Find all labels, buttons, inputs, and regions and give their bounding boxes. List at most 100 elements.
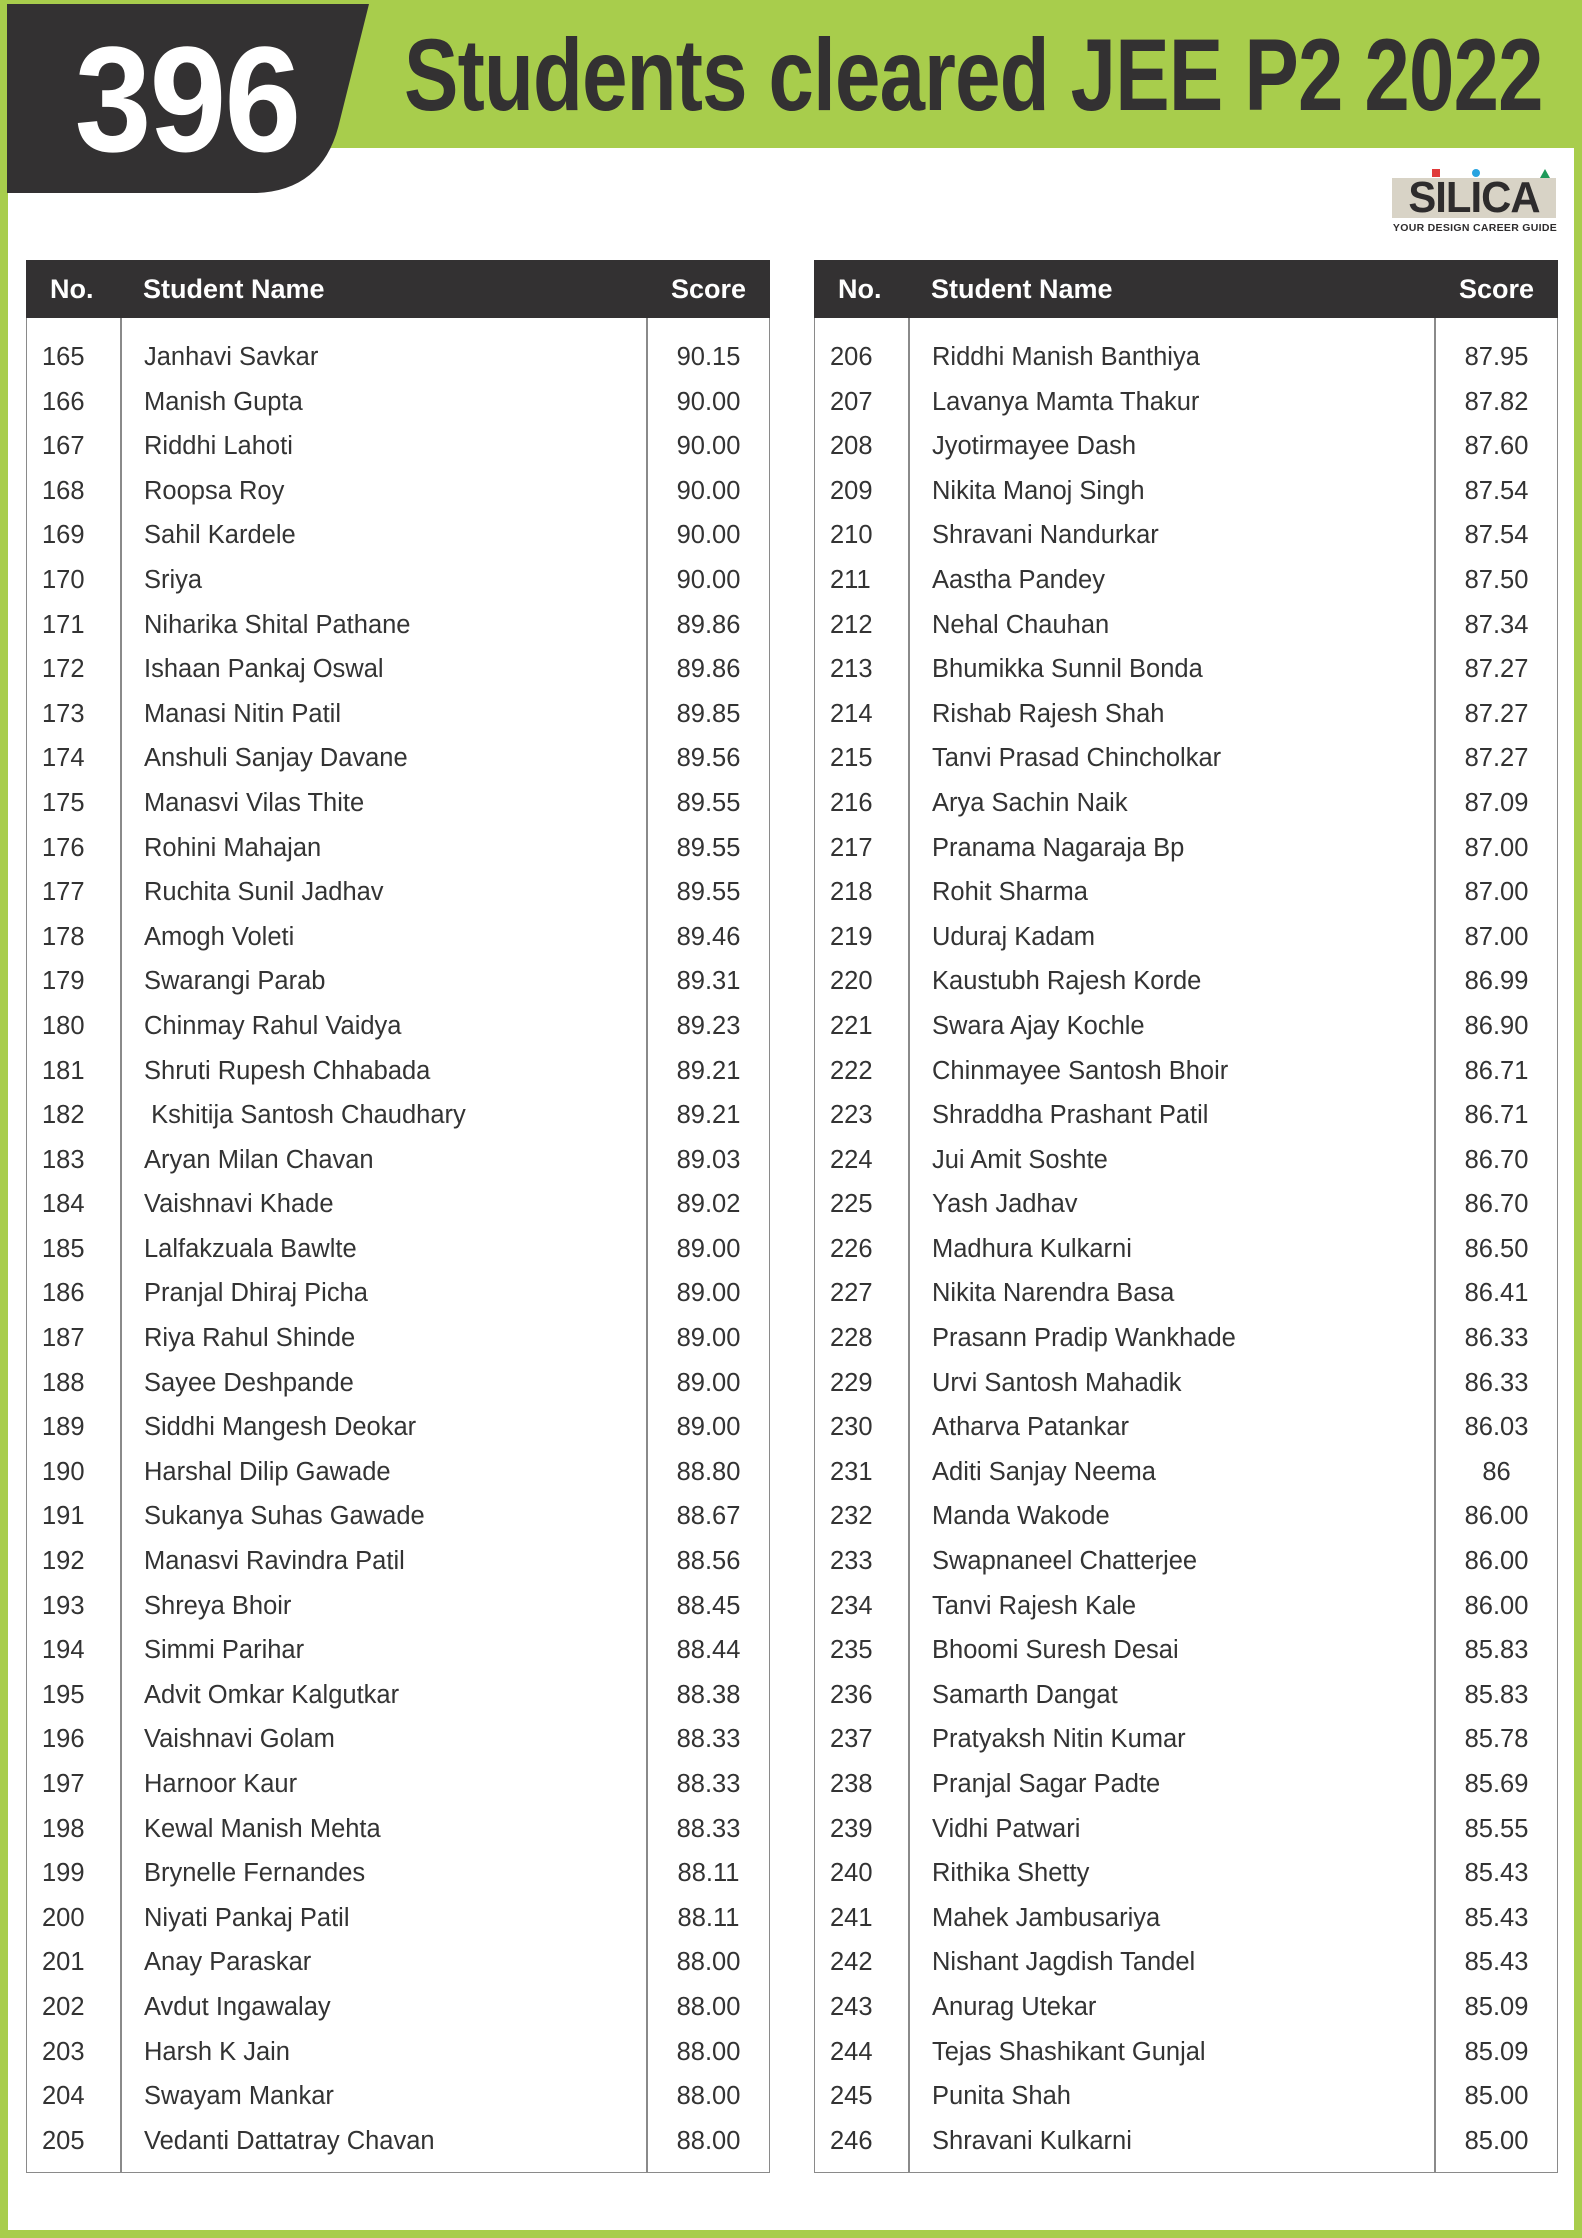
student-name: Rohit Sharma	[932, 878, 1088, 907]
student-score: 88.44	[676, 1636, 741, 1665]
table-row: 215 Tanvi Prasad Chincholkar 87.27	[815, 736, 1557, 781]
header-score: Score	[670, 274, 746, 304]
student-score: 87.82	[1464, 387, 1529, 416]
column-divider	[1434, 318, 1436, 2172]
student-name: Pratyaksh Nitin Kumar	[932, 1725, 1186, 1754]
table-row: 204 Swayam Mankar 88.00	[27, 2074, 769, 2119]
student-name: Niyati Pankaj Patil	[144, 1903, 350, 1932]
student-name: Swayam Mankar	[144, 2082, 334, 2111]
table-row: 233 Swapnaneel Chatterjee 86.00	[815, 1539, 1557, 1584]
student-score: 89.02	[676, 1190, 741, 1219]
student-score: 86.41	[1464, 1279, 1529, 1308]
student-name: Ishaan Pankaj Oswal	[144, 655, 384, 684]
student-name: Pranjal Sagar Padte	[932, 1770, 1161, 1798]
student-score: 89.55	[676, 833, 741, 862]
row-number: 238	[830, 1770, 873, 1798]
student-score: 86.90	[1464, 1011, 1529, 1040]
table-header: No. Student Name Score	[814, 260, 1558, 318]
table-row: 237 Pratyaksh Nitin Kumar 85.78	[815, 1717, 1557, 1762]
student-name: Jui Amit Soshte	[932, 1145, 1108, 1174]
row-number: 209	[830, 476, 873, 505]
table-row: 190 Harshal Dilip Gawade 88.80	[27, 1450, 769, 1495]
row-number: 204	[42, 2082, 85, 2111]
student-score: 89.00	[676, 1279, 741, 1308]
row-number: 246	[830, 2126, 873, 2155]
row-number: 235	[830, 1636, 873, 1665]
row-number: 184	[42, 1190, 85, 1219]
table-row: 192 Manasvi Ravindra Patil 88.56	[27, 1539, 769, 1584]
table-row: 216 Arya Sachin Naik 87.09	[815, 781, 1557, 826]
student-score: 86.00	[1464, 1502, 1529, 1531]
student-score: 86.71	[1464, 1101, 1529, 1130]
row-number: 243	[830, 1992, 873, 2021]
row-number: 176	[42, 833, 85, 862]
student-score: 86.00	[1464, 1591, 1529, 1620]
student-name: Harshal Dilip Gawade	[144, 1457, 391, 1486]
student-name: Janhavi Savkar	[144, 343, 319, 371]
table-row: 206 Riddhi Manish Banthiya 87.95	[815, 335, 1557, 380]
table-row: 229 Urvi Santosh Mahadik 86.33	[815, 1361, 1557, 1406]
table-row: 207 Lavanya Mamta Thakur 87.82	[815, 380, 1557, 425]
table-row: 198 Kewal Manish Mehta 88.33	[27, 1807, 769, 1852]
row-number: 222	[830, 1056, 873, 1085]
student-score: 89.31	[676, 967, 741, 996]
student-score: 89.86	[676, 610, 741, 639]
page-title: Students cleared JEE P2 2022	[404, 18, 1544, 132]
table-row: 175 Manasvi Vilas Thite 89.55	[27, 781, 769, 826]
row-number: 221	[830, 1011, 873, 1040]
row-number: 213	[830, 655, 873, 684]
row-number: 177	[42, 878, 85, 907]
table-row: 241 Mahek Jambusariya 85.43	[815, 1896, 1557, 1941]
student-score: 88.00	[676, 2082, 741, 2111]
student-name: Yash Jadhav	[932, 1190, 1078, 1219]
student-score: 86.33	[1464, 1368, 1529, 1397]
logo-green-triangle-icon	[1540, 169, 1550, 178]
table-row: 220 Kaustubh Rajesh Korde 86.99	[815, 959, 1557, 1004]
student-name: Punita Shah	[932, 2082, 1071, 2111]
row-number: 165	[42, 343, 85, 371]
row-number: 227	[830, 1279, 873, 1308]
student-score: 89.00	[676, 1324, 741, 1353]
row-number: 180	[42, 1011, 85, 1040]
table-row: 226 Madhura Kulkarni 86.50	[815, 1227, 1557, 1272]
table-row: 181 Shruti Rupesh Chhabada 89.21	[27, 1049, 769, 1094]
student-score: 85.43	[1464, 1903, 1529, 1932]
row-number: 181	[42, 1056, 85, 1085]
student-name: Kewal Manish Mehta	[144, 1814, 381, 1843]
student-name: Manish Gupta	[144, 387, 303, 416]
row-number: 218	[830, 878, 873, 907]
student-name: Bhoomi Suresh Desai	[932, 1636, 1179, 1665]
student-score: 85.09	[1464, 2037, 1529, 2066]
student-score: 88.00	[676, 2037, 741, 2066]
row-number: 223	[830, 1101, 873, 1130]
student-score: 88.33	[676, 1770, 741, 1798]
student-score: 85.09	[1464, 1992, 1529, 2021]
student-score: 87.27	[1464, 699, 1529, 728]
table-row: 230 Atharva Patankar 86.03	[815, 1405, 1557, 1450]
student-score: 90.00	[676, 432, 741, 461]
student-name: Sukanya Suhas Gawade	[144, 1502, 425, 1531]
table-row: 184 Vaishnavi Khade 89.02	[27, 1182, 769, 1227]
student-score: 89.23	[676, 1011, 741, 1040]
table-row: 234 Tanvi Rajesh Kale 86.00	[815, 1584, 1557, 1629]
student-name: Arya Sachin Naik	[932, 788, 1128, 817]
student-name: Mahek Jambusariya	[932, 1903, 1161, 1932]
table-row: 245 Punita Shah 85.00	[815, 2074, 1557, 2119]
table-row: 224 Jui Amit Soshte 86.70	[815, 1138, 1557, 1183]
student-score: 87.54	[1464, 521, 1529, 550]
student-score: 85.00	[1464, 2126, 1529, 2155]
student-score: 87.27	[1464, 655, 1529, 684]
table-row: 214 Rishab Rajesh Shah 87.27	[815, 692, 1557, 737]
table-row: 205 Vedanti Dattatray Chavan 88.00	[27, 2119, 769, 2164]
table-row: 199 Brynelle Fernandes 88.11	[27, 1851, 769, 1896]
student-name: Rohini Mahajan	[144, 833, 322, 862]
table-row: 232 Manda Wakode 86.00	[815, 1494, 1557, 1539]
table-row: 196 Vaishnavi Golam 88.33	[27, 1717, 769, 1762]
row-number: 207	[830, 387, 873, 416]
row-number: 215	[830, 744, 873, 773]
row-number: 198	[42, 1814, 85, 1843]
student-score: 88.33	[676, 1814, 741, 1843]
student-name: Manasvi Ravindra Patil	[144, 1547, 405, 1576]
student-name: Amogh Voleti	[144, 922, 295, 951]
row-number: 186	[42, 1279, 85, 1308]
